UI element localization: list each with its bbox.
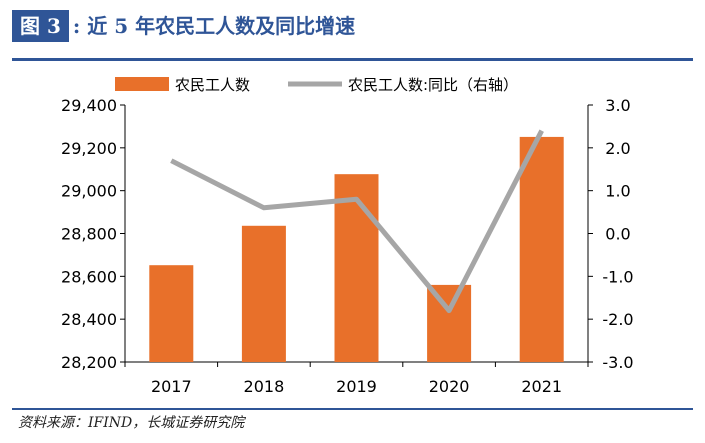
legend: 农民工人数 农民工人数:同比（右轴） [115,76,518,94]
x-tick-label: 2018 [244,377,285,396]
right-tick-label: -3.0 [602,353,633,372]
series-line [170,129,544,314]
x-tick-label: 2019 [336,377,377,396]
figure-label: 图 3 [12,10,69,42]
figure-header: 图 3 : 近 5 年农民工人数及同比增速 [12,6,355,46]
legend-bar-label: 农民工人数 [175,76,250,94]
legend-bar-swatch [115,77,169,91]
right-tick-label: 3.0 [605,96,630,115]
left-tick-label: 29,400 [61,96,117,115]
bar [241,225,286,362]
source-note: 资料来源：IFIND，长城证券研究院 [18,415,245,431]
x-tick-label: 2020 [429,377,470,396]
x-tick-label: 2021 [521,377,562,396]
bottom-rule [12,408,693,410]
bar [149,265,194,362]
x-tick-label: 2017 [151,377,192,396]
legend-line-label: 农民工人数:同比（右轴） [348,76,518,94]
line-series [170,129,544,314]
left-tick-label: 28,400 [61,310,117,329]
bar [334,174,379,362]
bar [519,136,564,362]
right-tick-label: 2.0 [605,139,630,158]
left-tick-label: 29,200 [61,139,117,158]
top-rule [12,58,693,61]
right-tick-label: -1.0 [602,267,633,286]
bar-series [149,136,564,362]
right-tick-label: -2.0 [602,310,633,329]
left-tick-label: 28,800 [61,225,117,244]
left-tick-label: 28,600 [61,267,117,286]
left-tick-label: 28,200 [61,353,117,372]
bar [427,284,472,362]
right-tick-label: 0.0 [605,225,630,244]
figure-title: : 近 5 年农民工人数及同比增速 [72,14,356,38]
right-tick-label: 1.0 [605,182,630,201]
left-tick-label: 29,000 [61,182,117,201]
axes: 28,200 28,400 28,600 28,800 29,000 29,200 29,4… [61,96,634,396]
